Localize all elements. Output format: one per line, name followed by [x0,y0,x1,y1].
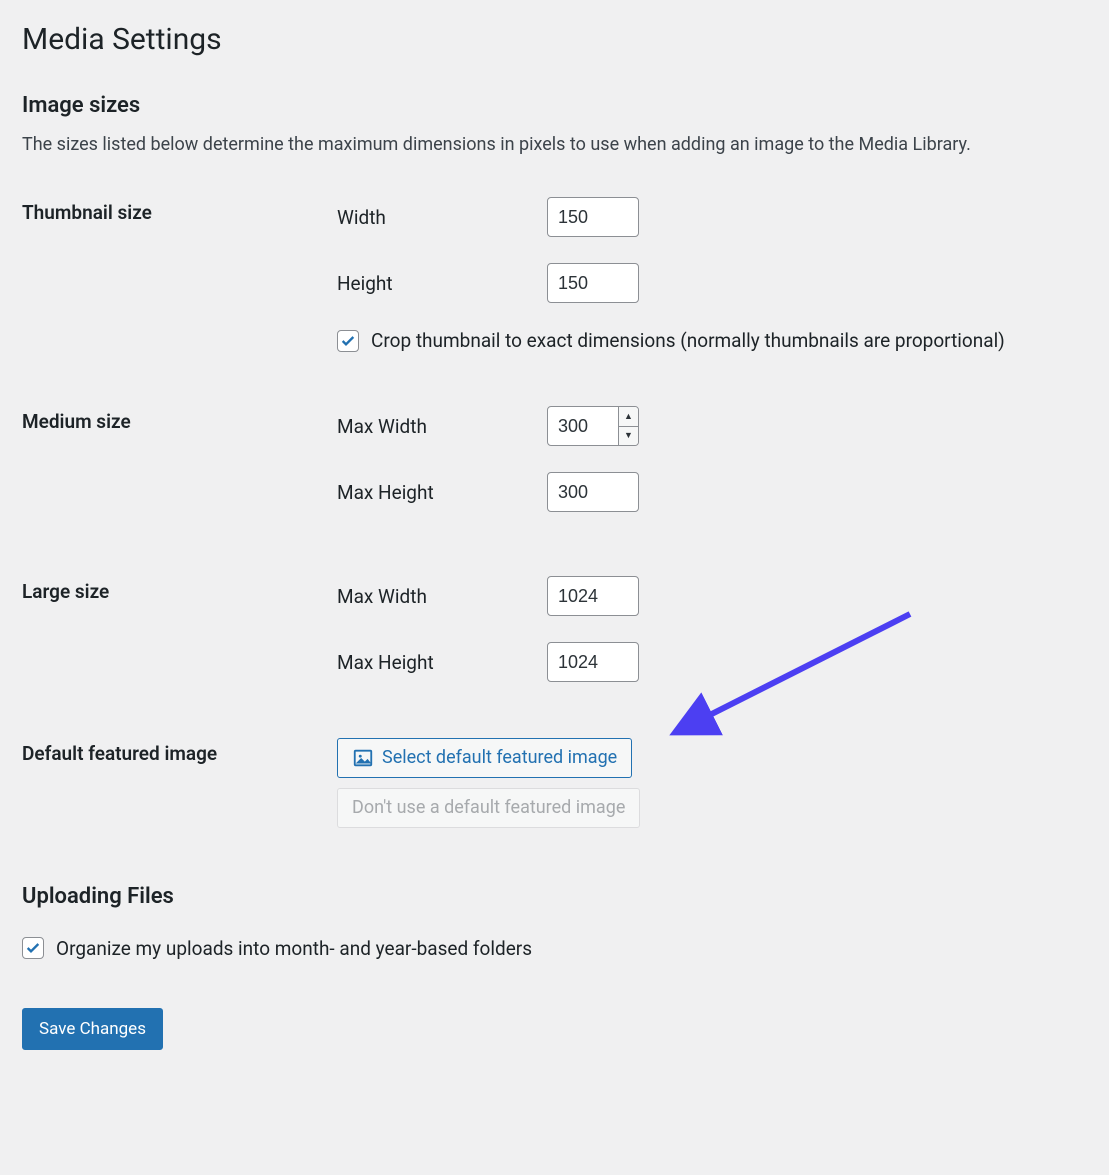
remove-default-featured-image-button[interactable]: Don't use a default featured image [337,788,640,828]
spinner-down-icon[interactable]: ▼ [619,427,638,446]
number-spinner[interactable]: ▲ ▼ [618,407,638,445]
medium-max-width-label: Max Width [337,415,547,438]
image-sizes-heading: Image sizes [22,93,1087,118]
large-max-height-label: Max Height [337,651,547,674]
page-title: Media Settings [22,22,1087,57]
thumbnail-crop-label: Crop thumbnail to exact dimensions (norm… [371,329,1005,352]
large-max-width-label: Max Width [337,585,547,608]
remove-default-featured-image-label: Don't use a default featured image [352,797,625,819]
large-max-width-input[interactable] [547,576,639,616]
large-max-height-input[interactable] [547,642,639,682]
thumbnail-height-input[interactable] [547,263,639,303]
organize-uploads-label: Organize my uploads into month- and year… [56,937,532,960]
organize-uploads-checkbox[interactable] [22,937,44,959]
medium-max-height-label: Max Height [337,481,547,504]
thumbnail-crop-checkbox[interactable] [337,330,359,352]
thumbnail-height-label: Height [337,272,547,295]
default-featured-image-label: Default featured image [22,738,337,850]
medium-size-label: Medium size [22,406,337,534]
save-changes-button[interactable]: Save Changes [22,1008,163,1050]
thumbnail-size-label: Thumbnail size [22,197,337,374]
uploading-files-heading: Uploading Files [22,884,1087,909]
settings-table: Thumbnail size Width Height Crop thumbna… [22,197,1087,850]
thumbnail-width-label: Width [337,206,547,229]
select-default-featured-image-label: Select default featured image [382,747,617,769]
medium-max-height-input[interactable] [547,472,639,512]
spinner-up-icon[interactable]: ▲ [619,407,638,427]
image-icon [352,747,374,769]
check-icon [25,940,41,956]
large-size-label: Large size [22,576,337,704]
check-icon [340,333,356,349]
thumbnail-width-input[interactable] [547,197,639,237]
image-sizes-description: The sizes listed below determine the max… [22,132,1087,157]
select-default-featured-image-button[interactable]: Select default featured image [337,738,632,778]
